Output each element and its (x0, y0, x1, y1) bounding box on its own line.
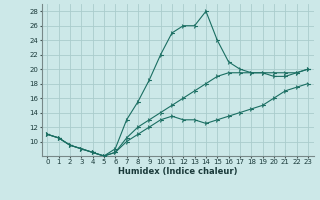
X-axis label: Humidex (Indice chaleur): Humidex (Indice chaleur) (118, 167, 237, 176)
